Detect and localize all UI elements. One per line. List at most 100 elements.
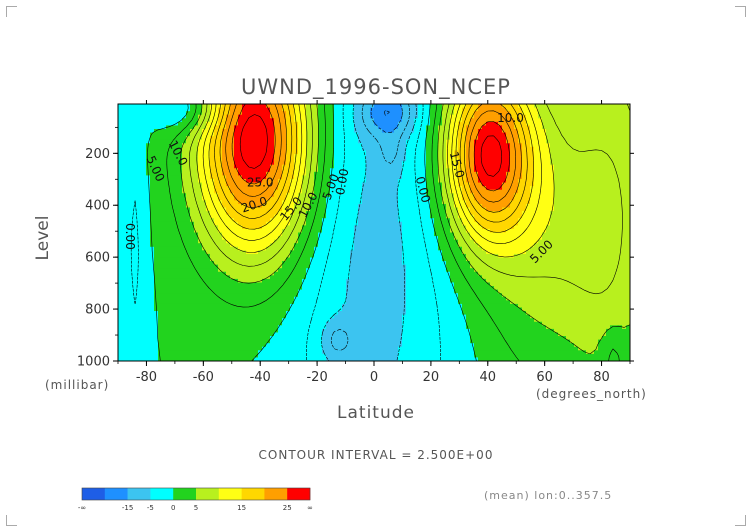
- field-cell: [198, 275, 203, 280]
- field-cell: [290, 218, 295, 223]
- field-cell: [358, 325, 363, 330]
- field-cell: [122, 211, 127, 216]
- field-cell: [122, 343, 127, 348]
- field-cell: [390, 328, 395, 334]
- field-cell: [226, 271, 231, 276]
- field-cell: [230, 346, 235, 351]
- field-cell: [186, 182, 191, 187]
- field-cell: [374, 261, 379, 266]
- field-cell: [254, 336, 259, 341]
- field-cell: [242, 353, 247, 359]
- field-cell: [250, 289, 255, 294]
- field-cell: [134, 225, 139, 230]
- field-cell: [138, 107, 143, 112]
- field-cell: [386, 278, 391, 284]
- field-cell: [338, 146, 343, 151]
- field-cell: [314, 278, 319, 284]
- field-cell: [318, 332, 323, 337]
- field-cell: [134, 314, 139, 319]
- field-cell: [226, 104, 231, 109]
- field-cell: [262, 164, 267, 169]
- field-cell: [334, 336, 339, 341]
- field-cell: [370, 196, 375, 201]
- field-cell: [198, 107, 203, 112]
- field-cell: [354, 250, 359, 255]
- field-cell: [190, 161, 195, 166]
- field-cell: [130, 243, 135, 248]
- field-cell: [186, 271, 191, 276]
- field-cell: [254, 143, 259, 148]
- field-cell: [362, 253, 367, 259]
- field-cell: [386, 225, 391, 230]
- field-cell: [158, 293, 163, 298]
- field-cell: [238, 278, 243, 284]
- field-cell: [198, 153, 203, 159]
- field-cell: [302, 196, 307, 201]
- field-cell: [194, 207, 199, 212]
- field-cell: [234, 128, 239, 134]
- field-cell: [178, 339, 183, 344]
- field-cell: [250, 300, 255, 305]
- field-cell: [314, 200, 319, 205]
- field-cell: [270, 146, 275, 151]
- field-cell: [150, 278, 155, 284]
- field-cell: [146, 164, 151, 169]
- field-cell: [394, 189, 399, 194]
- field-cell: [214, 193, 219, 198]
- field-cell: [254, 332, 259, 337]
- field-cell: [194, 221, 199, 226]
- field-cell: [174, 253, 179, 259]
- field-cell: [298, 239, 303, 244]
- field-cell: [334, 207, 339, 212]
- field-cell: [378, 186, 383, 191]
- field-cell: [262, 275, 267, 280]
- field-cell: [174, 157, 179, 162]
- field-cell: [358, 264, 363, 269]
- field-cell: [174, 257, 179, 262]
- field-cell: [326, 161, 331, 166]
- field-cell: [318, 132, 323, 137]
- field-cell: [346, 121, 351, 127]
- field-cell: [246, 286, 251, 291]
- field-cell: [362, 318, 367, 323]
- field-cell: [154, 350, 159, 355]
- field-cell: [262, 203, 267, 209]
- field-cell: [318, 314, 323, 319]
- field-cell: [138, 300, 143, 305]
- field-cell: [178, 325, 183, 330]
- field-cell: [150, 186, 155, 191]
- field-cell: [286, 268, 291, 273]
- field-cell: [150, 343, 155, 348]
- field-cell: [214, 139, 219, 144]
- field-cell: [294, 282, 299, 287]
- field-cell: [146, 221, 151, 226]
- field-cell: [118, 125, 123, 130]
- field-cell: [338, 211, 343, 216]
- field-cell: [130, 221, 135, 226]
- field-cell: [318, 289, 323, 294]
- field-cell: [386, 207, 391, 212]
- field-cell: [178, 143, 183, 148]
- field-cell: [218, 357, 223, 361]
- field-cell: [346, 357, 351, 361]
- field-cell: [186, 328, 191, 334]
- field-cell: [242, 139, 247, 144]
- field-cell: [338, 200, 343, 205]
- field-cell: [330, 289, 335, 294]
- field-cell: [190, 203, 195, 209]
- field-cell: [230, 107, 235, 112]
- field-cell: [278, 118, 283, 123]
- field-cell: [350, 353, 355, 359]
- field-cell: [238, 350, 243, 355]
- field-cell: [118, 171, 123, 176]
- field-cell: [358, 193, 363, 198]
- field-cell: [246, 336, 251, 341]
- field-cell: [266, 343, 271, 348]
- field-cell: [374, 128, 379, 134]
- field-cell: [170, 214, 175, 219]
- field-cell: [122, 146, 127, 151]
- field-cell: [158, 153, 163, 159]
- field-cell: [150, 178, 155, 184]
- field-cell: [182, 271, 187, 276]
- field-cell: [270, 257, 275, 262]
